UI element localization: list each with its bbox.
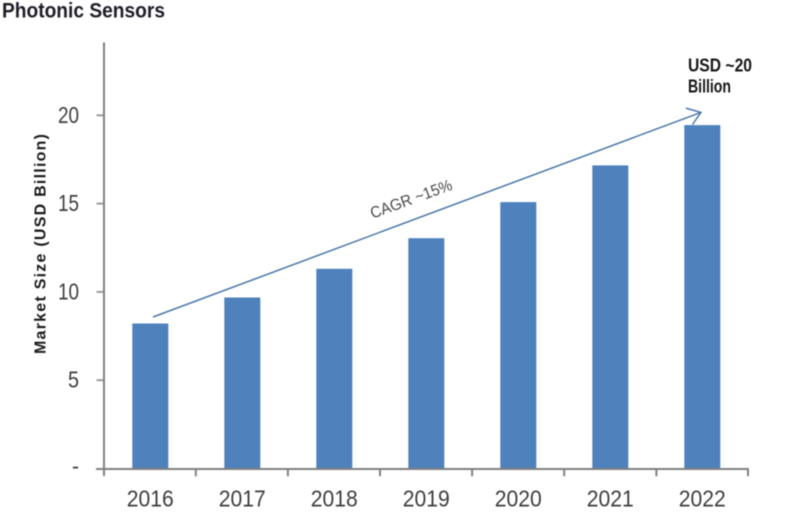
- svg-text:2019: 2019: [403, 486, 450, 512]
- svg-text:2020: 2020: [495, 486, 542, 512]
- svg-text:5: 5: [68, 367, 79, 393]
- svg-text:2021: 2021: [587, 486, 634, 512]
- svg-text:10: 10: [58, 278, 79, 304]
- svg-text:2022: 2022: [679, 486, 726, 512]
- svg-text:20: 20: [58, 102, 79, 128]
- svg-text:15: 15: [58, 190, 79, 216]
- svg-text:Billion: Billion: [688, 77, 731, 97]
- svg-text:Photonic Sensors: Photonic Sensors: [2, 0, 165, 23]
- svg-text:-: -: [72, 453, 79, 479]
- svg-text:2018: 2018: [311, 486, 358, 512]
- svg-text:CAGR ~15%: CAGR ~15%: [368, 177, 455, 222]
- svg-text:2017: 2017: [219, 486, 266, 512]
- svg-text:Market Size (USD Billion): Market Size (USD Billion): [33, 134, 50, 354]
- svg-text:USD ~20: USD ~20: [688, 56, 752, 76]
- svg-text:2016: 2016: [127, 486, 174, 512]
